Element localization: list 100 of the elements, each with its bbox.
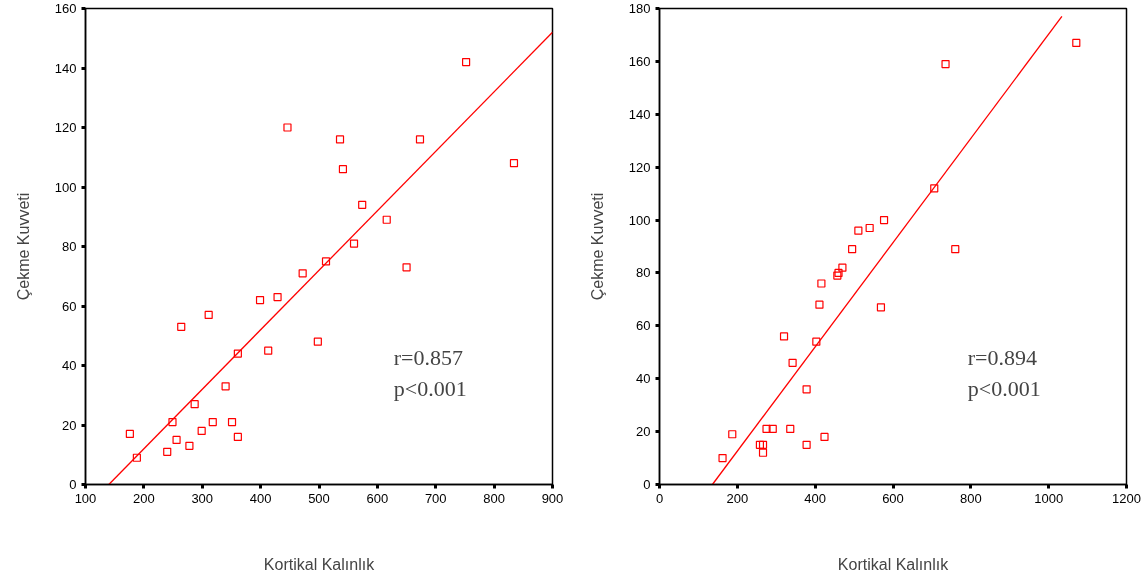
point <box>172 435 181 444</box>
point <box>125 429 134 439</box>
point <box>820 432 829 441</box>
point <box>168 417 177 427</box>
y-tick-label: 160 <box>628 53 651 69</box>
annotation: p<0.001 <box>967 376 1041 402</box>
y-tick-label: 80 <box>636 265 651 281</box>
x-tick-label: 500 <box>308 490 330 506</box>
x-tick-label: 200 <box>726 490 749 506</box>
point <box>233 432 242 441</box>
point <box>779 332 789 341</box>
point <box>298 269 307 278</box>
point <box>273 292 282 302</box>
point <box>879 215 889 225</box>
point <box>1072 38 1081 47</box>
point <box>313 337 322 346</box>
point <box>951 245 960 254</box>
point <box>197 426 206 436</box>
point <box>812 337 821 346</box>
point <box>817 279 826 288</box>
point <box>833 271 842 280</box>
point <box>382 215 391 224</box>
point <box>768 424 777 434</box>
point <box>718 453 727 463</box>
point <box>838 263 847 272</box>
point <box>163 447 172 456</box>
x-tick-label: 400 <box>804 490 827 506</box>
point <box>402 263 411 272</box>
point <box>264 346 273 355</box>
point <box>204 310 213 320</box>
point <box>462 57 471 67</box>
y-tick-label: 20 <box>636 424 651 440</box>
x-tick-label: 300 <box>191 490 214 506</box>
y-tick-label: 20 <box>62 417 77 433</box>
y-tick-label: 0 <box>69 477 77 492</box>
point <box>758 440 768 449</box>
y-tick-label: 120 <box>628 159 651 175</box>
point <box>255 295 265 305</box>
x-tick-label: 100 <box>74 490 97 506</box>
y-tick-label: 80 <box>62 239 77 254</box>
point <box>854 226 863 235</box>
x-tick-label: 700 <box>424 490 447 506</box>
point <box>321 257 331 266</box>
point <box>930 184 939 193</box>
y-tick-label: 100 <box>628 212 651 228</box>
point <box>762 424 771 434</box>
annotation: p<0.001 <box>393 376 467 402</box>
y-tick-label: 180 <box>628 1 651 16</box>
y-tick-label: 60 <box>636 318 651 334</box>
y-tick-label: 100 <box>54 179 77 195</box>
point <box>815 300 824 309</box>
x-tick-label: 400 <box>249 490 272 506</box>
point <box>728 430 737 439</box>
x-tick-label: 800 <box>959 490 982 506</box>
point <box>177 322 186 331</box>
x-tick-label: 900 <box>541 490 564 506</box>
annotation: r=0.894 <box>967 345 1037 371</box>
point <box>865 223 874 233</box>
y-tick-label: 0 <box>643 477 651 492</box>
x-tick-label: 800 <box>483 490 505 506</box>
point <box>848 245 857 254</box>
x-axis-title: Kortikal Kalınlık <box>263 555 376 573</box>
point <box>788 358 797 367</box>
x-tick-label: 1000 <box>1034 490 1064 506</box>
point <box>786 424 795 434</box>
point <box>335 135 345 144</box>
y-tick-label: 40 <box>62 358 77 373</box>
x-tick-label: 0 <box>655 490 664 506</box>
point <box>802 440 811 449</box>
point <box>221 382 230 391</box>
x-tick-label: 600 <box>366 490 389 506</box>
point <box>941 59 950 69</box>
y-tick-label: 160 <box>54 1 77 16</box>
point <box>415 135 425 144</box>
point <box>755 440 764 449</box>
annotation: r=0.857 <box>393 345 463 371</box>
point <box>132 453 141 462</box>
point <box>834 268 843 278</box>
point <box>338 165 348 174</box>
point <box>233 349 242 358</box>
point <box>509 159 519 168</box>
point <box>190 400 199 409</box>
x-tick-label: 200 <box>133 490 155 506</box>
point <box>185 441 194 450</box>
point <box>283 123 292 132</box>
y-tick-label: 60 <box>62 298 77 314</box>
y-tick-label: 120 <box>54 120 77 135</box>
x-tick-label: 600 <box>882 490 904 506</box>
point <box>227 417 237 427</box>
x-tick-label: 1200 <box>1112 490 1141 506</box>
point <box>208 417 217 427</box>
point <box>802 385 811 394</box>
y-tick-label: 40 <box>636 371 651 387</box>
point <box>876 303 886 312</box>
x-axis-title: Kortikal Kalınlık <box>837 555 950 573</box>
y-tick-label: 140 <box>628 106 651 122</box>
y-axis-title: Çekme Kuvveti <box>588 192 606 301</box>
point <box>358 200 367 209</box>
point <box>758 448 768 457</box>
y-tick-label: 140 <box>54 60 77 76</box>
